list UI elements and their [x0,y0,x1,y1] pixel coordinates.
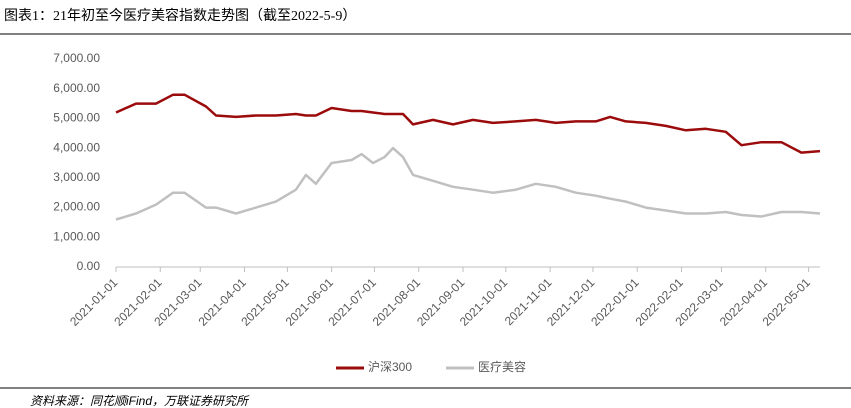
chart-title: 图表1：21年初至今医疗美容指数走势图（截至2022-5-9） [4,7,356,24]
source: 资料来源：同花顺iFind，万联证券研究所 [30,394,250,408]
y-tick-label: 3,000.00 [53,170,100,184]
legend-label: 医疗美容 [478,359,526,374]
y-tick-label: 5,000.00 [53,111,100,125]
y-tick-label: 2,000.00 [53,200,100,214]
y-tick-label: 7,000.00 [53,51,100,65]
legend-label: 沪深300 [368,360,412,374]
series-line [115,146,821,221]
series-line [115,93,821,154]
y-tick-label: 4,000.00 [53,140,100,154]
y-tick-label: 6,000.00 [53,81,100,95]
y-tick-label: 1,000.00 [53,229,100,243]
y-tick-label: 0.00 [77,259,101,273]
